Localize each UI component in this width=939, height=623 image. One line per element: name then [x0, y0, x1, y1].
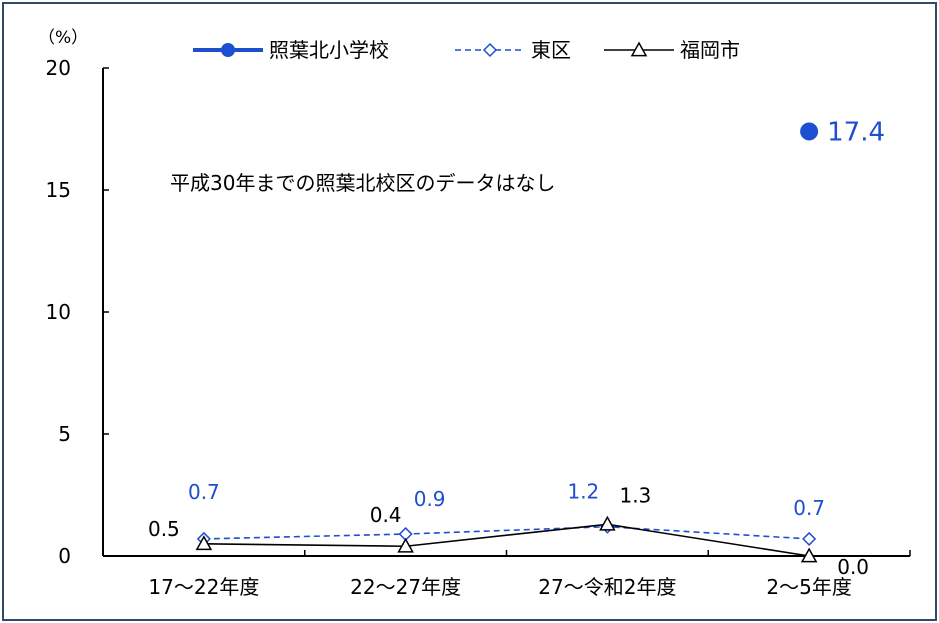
- data-label: 0.7: [188, 480, 220, 504]
- y-tick-label: 5: [58, 422, 71, 446]
- series-line-2: [203, 523, 810, 557]
- series-line-1: [203, 525, 810, 540]
- data-label: 0.9: [414, 487, 446, 511]
- data-label: 0.0: [837, 555, 869, 579]
- series-2-point: [599, 515, 616, 531]
- legend-marker-1: [482, 42, 498, 58]
- x-tick-label: 27～令和2年度: [538, 575, 676, 599]
- series-1-point: [802, 531, 817, 546]
- series-2-point: [800, 547, 818, 563]
- x-tick-label: 22～27年度: [350, 575, 461, 599]
- axes: 0 5 10 15 20 17～22年度 22～27年度 27～令和2年度 2～5年度: [46, 56, 911, 599]
- x-tick-label: 17～22年度: [148, 575, 259, 599]
- y-axis-unit-label: （%）: [38, 28, 88, 48]
- legend-marker-0: [221, 43, 235, 57]
- legend: 照葉北小学校 東区 福岡市: [193, 38, 740, 62]
- series-2-point: [195, 535, 213, 551]
- y-tick-label: 0: [58, 544, 71, 568]
- legend-label-1: 東区: [531, 38, 571, 62]
- series-2-point: [397, 537, 414, 553]
- data-label: 0.7: [793, 496, 825, 520]
- y-tick-label: 10: [46, 300, 71, 324]
- x-tick-label: 2～5年度: [766, 575, 851, 599]
- data-label: 1.3: [619, 483, 651, 507]
- series-0-point: [800, 122, 819, 141]
- y-tick-label: 20: [46, 56, 71, 80]
- y-tick-label: 15: [46, 178, 71, 202]
- legend-marker-2: [630, 41, 648, 57]
- data-label: 0.5: [148, 517, 180, 541]
- no-data-annotation: 平成30年までの照葉北校区のデータはなし: [170, 171, 555, 195]
- legend-label-0: 照葉北小学校: [269, 38, 389, 62]
- data-label: 1.2: [567, 480, 599, 504]
- data-label: 0.4: [370, 503, 402, 527]
- plot-area: 17.4 0.7 0.9 1.2 0.7 0.5 0.4 1.3 0.0: [148, 117, 885, 579]
- data-label: 17.4: [827, 117, 885, 147]
- legend-label-2: 福岡市: [680, 38, 740, 62]
